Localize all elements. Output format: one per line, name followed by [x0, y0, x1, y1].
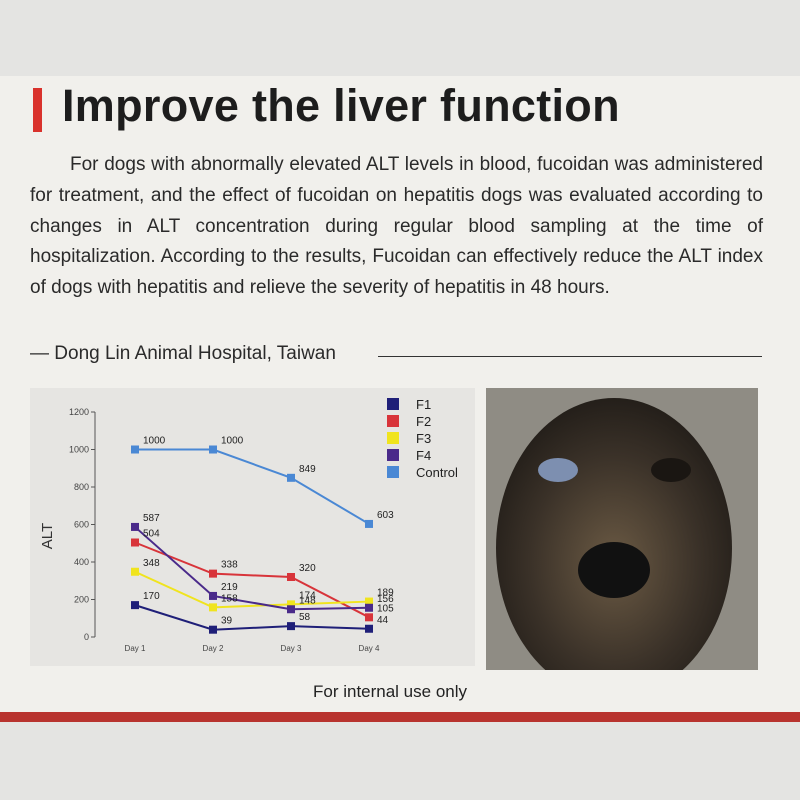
point — [209, 625, 217, 634]
value-label: 338 — [221, 560, 238, 571]
series-line — [134, 604, 370, 631]
value-label: 1000 — [143, 436, 166, 447]
legend-swatch — [387, 415, 399, 427]
series-line — [134, 570, 370, 609]
y-tick-label: 0 — [84, 632, 89, 642]
y-tick-label: 1000 — [69, 445, 89, 455]
title-accent — [33, 88, 42, 132]
point — [131, 567, 139, 576]
series-line — [134, 526, 370, 611]
x-tick-label: Day 3 — [281, 644, 302, 653]
point — [209, 603, 217, 612]
value-label: 1000 — [221, 436, 244, 447]
point — [209, 445, 217, 454]
dog-eye — [651, 458, 691, 482]
legend-swatch — [387, 398, 399, 410]
value-label: 105 — [377, 603, 394, 614]
y-tick-label: 600 — [74, 520, 89, 530]
point — [365, 597, 373, 606]
chart-panel — [30, 388, 475, 666]
point — [131, 538, 139, 547]
value-label: 39 — [221, 616, 233, 627]
point — [365, 613, 373, 622]
legend-swatch — [387, 432, 399, 444]
value-label: 58 — [299, 612, 311, 623]
series-line — [135, 448, 370, 525]
footer-note: For internal use only — [312, 682, 468, 701]
value-label: 603 — [377, 510, 394, 521]
value-label: 219 — [221, 582, 238, 593]
point — [287, 622, 295, 631]
dog-nose — [578, 542, 650, 598]
chart: 0 200 400 600 800 1000 1200 ALT Day 1 Day 2 Day 3 D… — [30, 388, 475, 666]
point — [131, 522, 139, 531]
legend-swatch — [387, 466, 399, 478]
point — [365, 624, 373, 633]
series-line — [134, 541, 370, 619]
bottom-band — [0, 712, 800, 722]
attribution: — Dong Lin Animal Hospital, Taiwan — [30, 343, 336, 364]
x-tick-label: Day 4 — [359, 644, 380, 653]
title: Improve the liver function — [62, 80, 620, 131]
value-label: 158 — [221, 593, 238, 604]
value-label: 170 — [143, 591, 160, 602]
point — [287, 573, 295, 581]
value-label: 587 — [143, 513, 160, 524]
point — [287, 600, 295, 609]
value-label: 174 — [299, 590, 316, 601]
value-label: 348 — [143, 558, 160, 569]
point — [287, 605, 295, 614]
value-label: 148 — [299, 595, 316, 606]
legend-label: Control — [416, 465, 458, 480]
legend-label: F4 — [416, 448, 431, 463]
legend-label: F1 — [416, 397, 431, 412]
value-label: 189 — [377, 588, 394, 599]
value-label: 849 — [299, 464, 316, 475]
point — [287, 473, 295, 482]
value-label: 504 — [143, 529, 160, 540]
point — [365, 603, 373, 612]
point — [209, 569, 217, 578]
rule — [378, 356, 762, 357]
point — [209, 591, 217, 600]
y-axis-label: ALT — [39, 523, 56, 549]
point — [365, 519, 373, 528]
y-tick-label: 400 — [74, 557, 89, 567]
x-tick-label: Day 1 — [125, 644, 146, 653]
y-tick-label: 800 — [74, 482, 89, 492]
point — [131, 601, 139, 610]
value-label: 44 — [377, 615, 389, 626]
y-tick-label: 1200 — [69, 407, 89, 417]
value-label: 320 — [299, 563, 316, 574]
paragraph: For dogs with abnormally elevated ALT le… — [30, 154, 763, 299]
legend-label: F2 — [416, 414, 431, 429]
y-tick-label: 200 — [74, 595, 89, 605]
dog-eye — [538, 458, 578, 482]
legend-swatch — [387, 449, 399, 461]
legend-label: F3 — [416, 431, 431, 446]
value-label: 156 — [377, 594, 394, 605]
dog-photo — [486, 388, 758, 670]
x-tick-label: Day 2 — [203, 644, 224, 653]
point — [131, 445, 139, 454]
